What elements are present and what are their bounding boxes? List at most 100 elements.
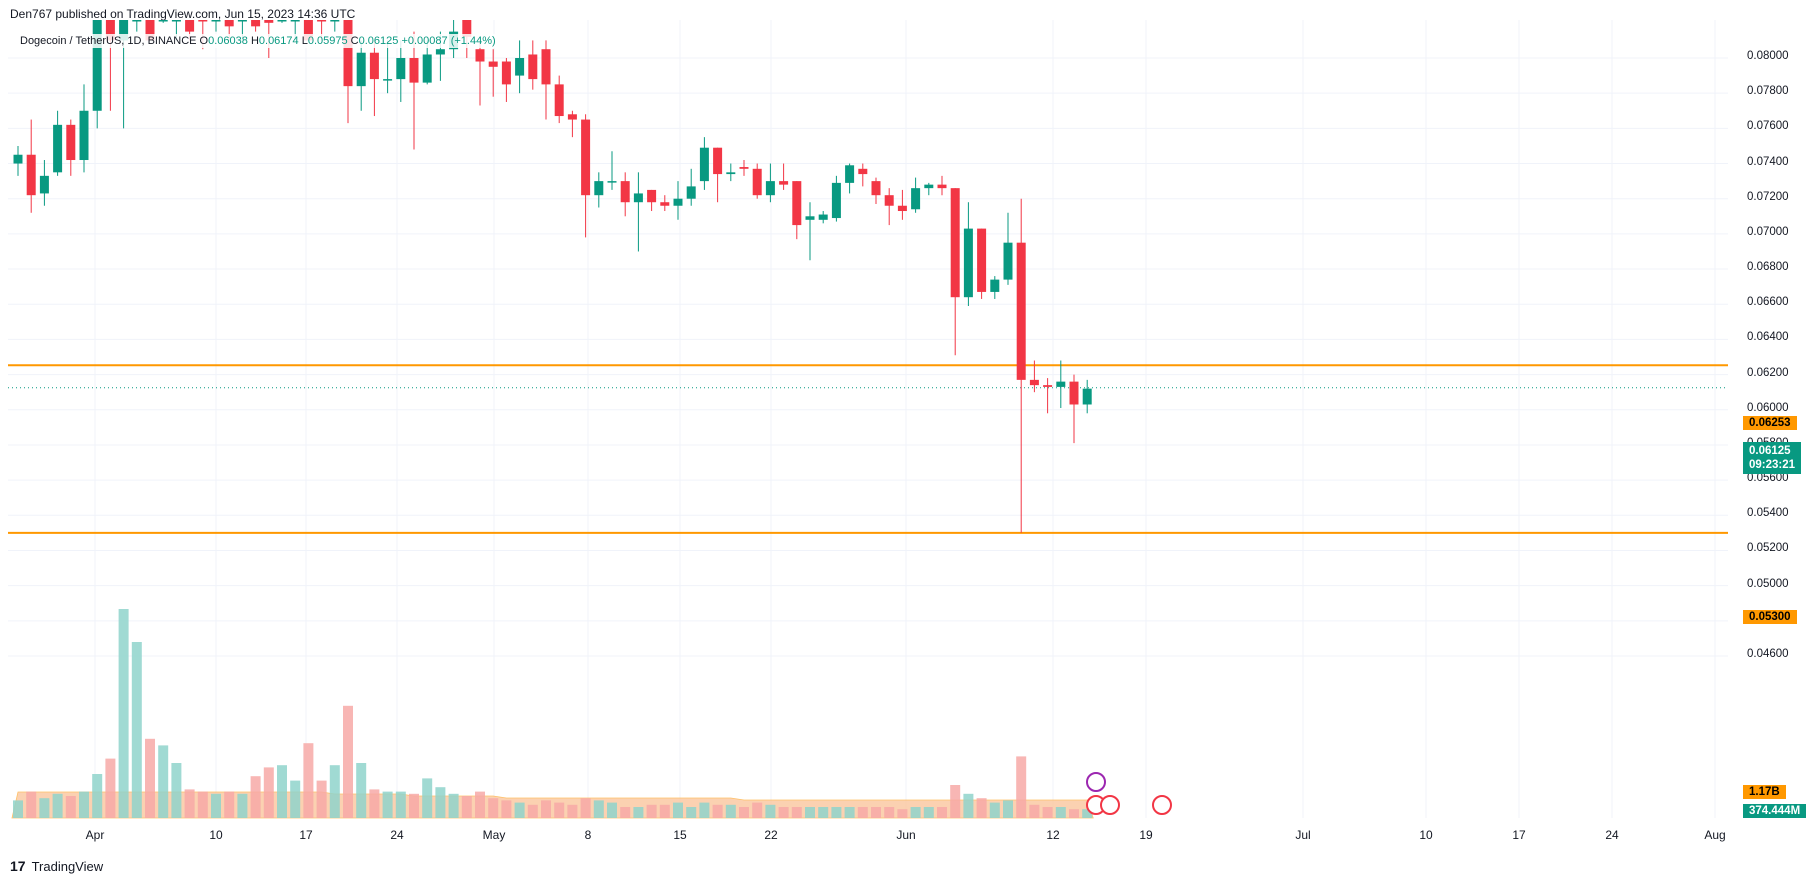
footer-brand[interactable]: 17 TradingView	[10, 858, 103, 874]
candle-body	[383, 79, 393, 81]
close-value: 0.06125	[358, 35, 399, 47]
high-label: H	[250, 35, 259, 47]
volume-bar	[739, 807, 749, 818]
close-label: C	[350, 35, 359, 47]
volume-bar	[897, 809, 908, 818]
time-tick-label: 10	[1419, 828, 1433, 842]
time-tick-label: 15	[673, 828, 687, 842]
volume-bar	[329, 765, 340, 818]
candle-body	[185, 20, 195, 32]
time-tick-label: 17	[1512, 828, 1526, 842]
candle-body	[686, 186, 696, 199]
volume-bar	[778, 807, 789, 818]
candle-body	[620, 181, 630, 203]
candle-body	[541, 49, 551, 85]
candle-body	[567, 114, 577, 120]
high-value: 0.06174	[258, 35, 299, 47]
volume-bar	[593, 800, 604, 818]
candle-body	[818, 214, 828, 220]
volume-bar	[752, 802, 763, 818]
price-tick-label: 0.06000	[1747, 401, 1789, 414]
volume-bar	[369, 789, 380, 818]
volume-bar	[237, 793, 248, 818]
candle-body	[581, 119, 591, 196]
candle-body	[1016, 242, 1026, 380]
candle-body	[251, 20, 261, 27]
economic-event-icon	[1152, 795, 1172, 815]
candle-body	[739, 167, 749, 169]
candle-body	[845, 165, 855, 183]
volume-bar	[541, 800, 551, 818]
volume-ma-tag: 1.17B	[1743, 785, 1786, 799]
symbol-name[interactable]: Dogecoin / TetherUS, 1D, BINANCE	[20, 35, 197, 47]
volume-bar	[145, 738, 155, 818]
price-tick-label: 0.04600	[1747, 648, 1789, 660]
candle-body	[779, 181, 789, 185]
candle-body	[515, 58, 525, 76]
volume-bar	[567, 804, 578, 818]
candle-body	[132, 20, 142, 22]
last-price-tag: 0.06125 09:23:21	[1743, 442, 1802, 474]
volume-bar	[475, 791, 485, 818]
earnings-event-icon	[1086, 772, 1106, 792]
candle-body	[66, 124, 76, 161]
volume-bar	[607, 802, 617, 818]
candle-body	[79, 110, 89, 161]
time-tick-label: 12	[1046, 828, 1060, 842]
volume-bar	[290, 780, 301, 818]
candle-body	[911, 188, 921, 210]
candle-body	[303, 20, 313, 41]
volume-bar	[950, 785, 961, 818]
volume-bar	[514, 802, 525, 818]
volume-bar	[277, 765, 287, 818]
price-tick-label: 0.06600	[1747, 296, 1789, 309]
time-tick-label: Aug	[1704, 828, 1726, 842]
candle-body	[792, 181, 802, 226]
candle-body	[119, 20, 129, 41]
volume-bar	[1003, 800, 1013, 818]
candle-body	[594, 181, 604, 196]
candle-body	[277, 20, 287, 22]
candle-body	[871, 181, 881, 196]
candle-body	[1043, 385, 1053, 387]
volume-bar	[554, 802, 565, 818]
volume-bar	[805, 807, 815, 818]
price-tick-label: 0.06200	[1747, 366, 1789, 379]
price-tick-label: 0.08000	[1747, 50, 1789, 62]
volume-bar	[910, 807, 921, 818]
candle-body	[699, 147, 709, 182]
candle-body	[1029, 379, 1039, 386]
volume-bar	[1016, 756, 1027, 818]
candle-body	[884, 195, 894, 206]
volume-bar	[1055, 807, 1066, 818]
volume-bar	[118, 609, 129, 818]
volume-bar	[488, 798, 499, 818]
candle-body	[897, 205, 907, 212]
volume-bar	[871, 807, 881, 818]
candle-body	[924, 184, 934, 189]
volume-bar	[963, 793, 974, 818]
volume-bar	[356, 763, 367, 818]
candle-body	[713, 147, 723, 175]
economic-event-icon	[1100, 795, 1120, 815]
time-tick-label: May	[482, 828, 506, 842]
time-tick-label: 24	[1605, 828, 1619, 842]
volume-bar	[1029, 804, 1040, 818]
support-level-tag: 0.05300	[1743, 610, 1797, 624]
price-tick-label: 0.06800	[1747, 261, 1789, 274]
candle-body	[963, 228, 973, 298]
candle-body	[343, 20, 353, 87]
volume-bar	[105, 758, 116, 818]
volume-bar	[79, 791, 89, 818]
volume-bar	[448, 793, 459, 818]
price-tick-label: 0.06400	[1747, 331, 1789, 344]
open-label: O	[199, 35, 209, 47]
volume-bar	[250, 776, 261, 818]
tradingview-logo-icon: 17	[10, 858, 26, 874]
volume-bar	[461, 796, 472, 818]
price-tick-label: 0.05400	[1747, 507, 1789, 520]
candle-body	[765, 181, 775, 196]
volume-bar	[527, 804, 538, 818]
volume-bar	[699, 802, 710, 818]
